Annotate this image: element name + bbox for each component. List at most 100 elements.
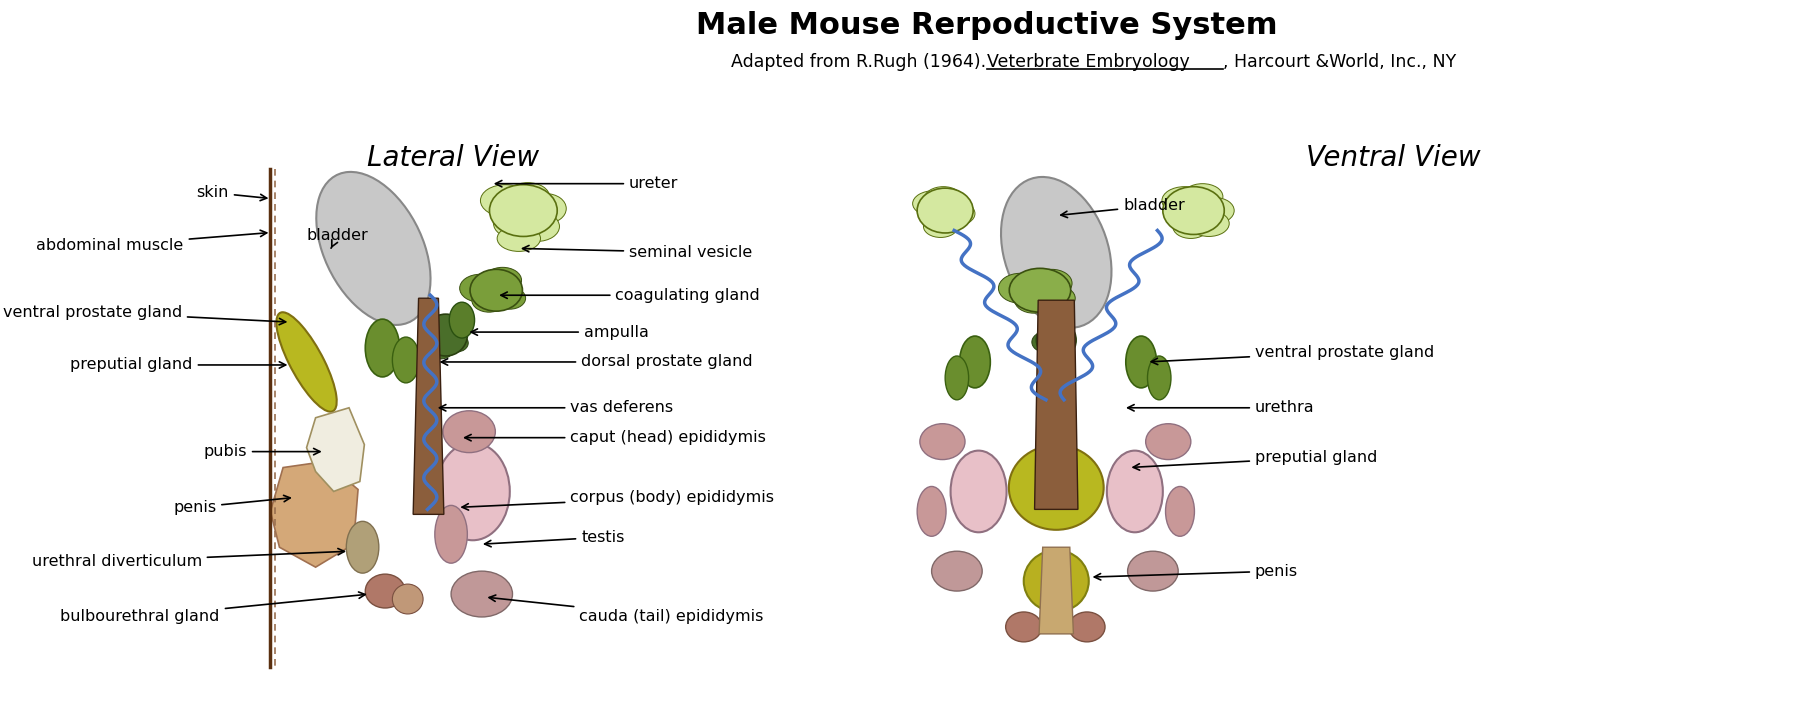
Ellipse shape <box>366 319 400 377</box>
Ellipse shape <box>1023 550 1090 612</box>
Ellipse shape <box>490 185 557 237</box>
Text: Lateral View: Lateral View <box>367 144 538 172</box>
Ellipse shape <box>1001 177 1111 328</box>
Text: abdominal muscle: abdominal muscle <box>36 230 267 253</box>
Ellipse shape <box>1127 551 1178 591</box>
Ellipse shape <box>418 326 447 348</box>
Ellipse shape <box>1009 445 1104 530</box>
Ellipse shape <box>393 337 420 383</box>
Text: vas deferens: vas deferens <box>439 400 674 415</box>
Text: Adapted from R.Rugh (1964).: Adapted from R.Rugh (1964). <box>731 53 987 71</box>
Text: caput (head) epididymis: caput (head) epididymis <box>465 430 765 445</box>
Ellipse shape <box>493 287 526 309</box>
Ellipse shape <box>1036 320 1077 360</box>
Polygon shape <box>1034 300 1079 510</box>
Ellipse shape <box>472 288 506 312</box>
Polygon shape <box>412 298 443 515</box>
Text: Ventral View: Ventral View <box>1306 144 1480 172</box>
Text: ventral prostate gland: ventral prostate gland <box>1151 345 1434 364</box>
Ellipse shape <box>1165 486 1194 537</box>
Ellipse shape <box>366 574 405 608</box>
Ellipse shape <box>917 189 973 233</box>
Ellipse shape <box>1196 198 1234 224</box>
Ellipse shape <box>1126 336 1156 388</box>
Ellipse shape <box>1189 210 1230 237</box>
Polygon shape <box>1039 547 1073 634</box>
Text: ampulla: ampulla <box>472 325 648 340</box>
Ellipse shape <box>393 584 423 614</box>
Ellipse shape <box>438 317 463 337</box>
Ellipse shape <box>920 424 965 460</box>
Text: , Harcourt &World, Inc., NY: , Harcourt &World, Inc., NY <box>1223 53 1457 71</box>
Ellipse shape <box>317 172 430 325</box>
Ellipse shape <box>1041 286 1075 310</box>
Text: penis: penis <box>1095 563 1299 580</box>
Ellipse shape <box>481 185 529 217</box>
Ellipse shape <box>1108 450 1163 532</box>
Text: skin: skin <box>196 185 267 201</box>
Ellipse shape <box>448 302 475 338</box>
Text: testis: testis <box>484 530 625 547</box>
Ellipse shape <box>1181 184 1223 210</box>
Ellipse shape <box>1048 325 1073 343</box>
Text: penis: penis <box>173 496 290 515</box>
Ellipse shape <box>459 275 501 302</box>
Text: seminal vesicle: seminal vesicle <box>522 245 753 260</box>
Polygon shape <box>306 408 364 491</box>
Text: corpus (body) epididymis: corpus (body) epididymis <box>463 490 774 510</box>
Ellipse shape <box>1039 343 1061 361</box>
Ellipse shape <box>938 202 974 225</box>
Ellipse shape <box>427 339 454 359</box>
Ellipse shape <box>924 186 962 210</box>
Ellipse shape <box>445 334 468 352</box>
Ellipse shape <box>493 210 531 237</box>
Ellipse shape <box>951 450 1007 532</box>
Ellipse shape <box>924 215 958 237</box>
Ellipse shape <box>1032 269 1072 297</box>
Text: ureter: ureter <box>495 176 679 191</box>
Text: bladder: bladder <box>306 228 369 249</box>
Ellipse shape <box>917 486 946 537</box>
Text: preputial gland: preputial gland <box>70 357 286 373</box>
Ellipse shape <box>931 551 982 591</box>
Ellipse shape <box>434 505 466 563</box>
Text: dorsal prostate gland: dorsal prostate gland <box>441 354 753 369</box>
Ellipse shape <box>1070 612 1106 642</box>
Ellipse shape <box>1009 268 1072 312</box>
Ellipse shape <box>497 225 540 251</box>
Text: Veterbrate Embryology: Veterbrate Embryology <box>987 53 1190 71</box>
Ellipse shape <box>443 411 495 453</box>
Ellipse shape <box>1014 287 1052 313</box>
Ellipse shape <box>515 212 560 241</box>
Text: coagulating gland: coagulating gland <box>501 288 760 303</box>
Ellipse shape <box>506 183 549 210</box>
Text: Male Mouse Rerpoductive System: Male Mouse Rerpoductive System <box>695 11 1277 40</box>
Ellipse shape <box>913 191 956 217</box>
Text: ventral prostate gland: ventral prostate gland <box>2 305 286 325</box>
Ellipse shape <box>346 521 378 573</box>
Ellipse shape <box>436 443 510 540</box>
Ellipse shape <box>526 193 566 224</box>
Polygon shape <box>270 462 358 567</box>
Ellipse shape <box>1172 215 1208 239</box>
Ellipse shape <box>1162 186 1207 215</box>
Ellipse shape <box>998 273 1041 303</box>
Ellipse shape <box>484 268 522 293</box>
Ellipse shape <box>1005 612 1041 642</box>
Text: bladder: bladder <box>1061 198 1185 217</box>
Ellipse shape <box>960 336 991 388</box>
Ellipse shape <box>1032 332 1057 352</box>
Ellipse shape <box>1163 186 1225 234</box>
Text: urethra: urethra <box>1127 400 1315 415</box>
Ellipse shape <box>470 269 522 311</box>
Ellipse shape <box>1054 339 1075 355</box>
Text: cauda (tail) epididymis: cauda (tail) epididymis <box>490 595 764 625</box>
Text: preputial gland: preputial gland <box>1133 450 1378 470</box>
Text: bulbourethral gland: bulbourethral gland <box>61 592 366 625</box>
Ellipse shape <box>1147 356 1171 400</box>
Ellipse shape <box>423 314 466 356</box>
Text: pubis: pubis <box>204 444 321 459</box>
Ellipse shape <box>946 356 969 400</box>
Ellipse shape <box>276 312 337 412</box>
Ellipse shape <box>450 571 513 617</box>
